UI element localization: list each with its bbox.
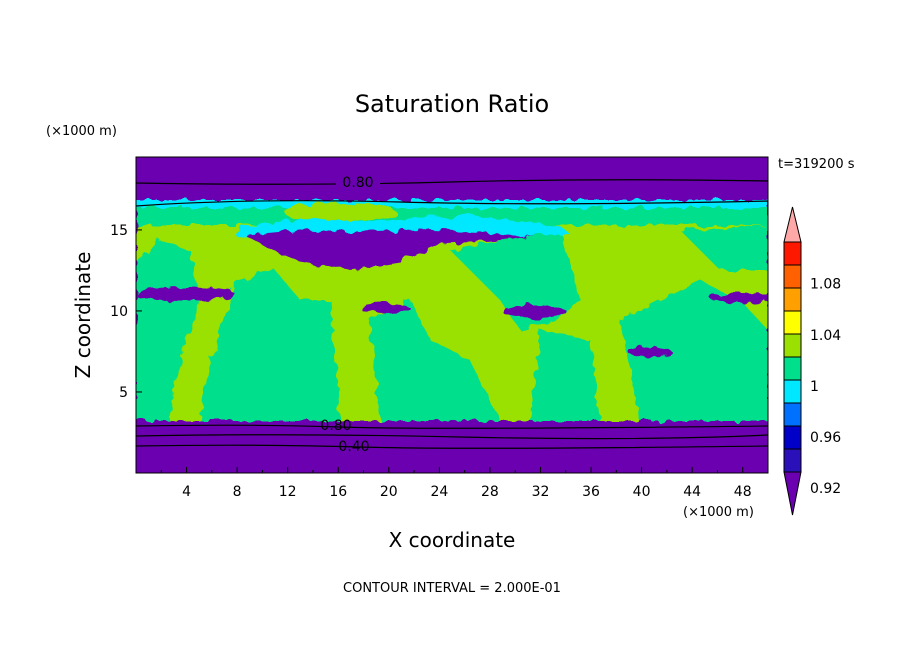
x-tick-label: 12 [279, 484, 297, 500]
x-units-label: (×1000 m) [683, 505, 754, 520]
dry-pocket-east [503, 305, 567, 319]
moist-column-2 [200, 270, 340, 421]
x-tick-label: 48 [734, 484, 752, 500]
colorbar-label: 1.04 [810, 328, 841, 344]
x-tick-label: 28 [481, 484, 499, 500]
colorbar: 0.92 0.96 1 1.04 1.08 [783, 206, 841, 516]
time-label: t=319200 s [778, 157, 855, 172]
colorbar-swatch [783, 402, 802, 427]
moist-patch-upper [284, 203, 396, 221]
moist-column-6 [620, 280, 768, 421]
colorbar-extend-bottom [783, 471, 802, 516]
dry-pocket-west [136, 287, 235, 301]
y-tick-label: 10 [110, 304, 128, 320]
moist-column-3 [370, 300, 500, 421]
x-axis-label: X coordinate [389, 528, 516, 552]
colorbar-swatch [783, 264, 802, 289]
x-tick-label: 36 [582, 484, 600, 500]
colorbar-label: 1 [810, 379, 819, 395]
contour-0.40 [136, 444, 768, 449]
x-tick-label: 44 [683, 484, 701, 500]
dry-pocket-far-east [710, 293, 768, 303]
y-axis-label: Z coordinate [71, 252, 95, 379]
contour-label-3: 0.40 [338, 439, 369, 455]
colorbar-swatch [783, 425, 802, 450]
colorbar-swatch [783, 333, 802, 358]
x-tick-label: 40 [633, 484, 651, 500]
colorbar-swatch [783, 356, 802, 381]
x-tick-label: 20 [380, 484, 398, 500]
y-axis: 5 10 15 [110, 223, 142, 401]
plot-frame [135, 156, 769, 474]
y-tick-label: 5 [119, 385, 128, 401]
y-tick-label: 15 [110, 223, 128, 239]
plot-area: 0.80 0.80 0.40 [136, 157, 768, 473]
colorbar-swatch [783, 379, 802, 404]
contour-0.80-lower [136, 424, 768, 429]
dry-pocket-center [360, 303, 410, 313]
contour-label-1: 0.80 [342, 175, 373, 191]
colorbar-extend-top [783, 206, 802, 243]
x-tick-label: 4 [182, 484, 191, 500]
moist-column-4 [450, 230, 580, 330]
dry-pocket-low [628, 347, 672, 357]
moist-column-5 [530, 330, 600, 421]
chart-title: Saturation Ratio [355, 90, 549, 118]
blue-fringe [136, 200, 768, 208]
contour-upper-moist [136, 200, 768, 207]
y-units-label: (×1000 m) [46, 124, 117, 139]
colorbar-label: 0.96 [810, 430, 841, 446]
moist-column-7 [680, 225, 768, 270]
x-axis: 4 8 12 16 20 24 28 32 36 40 44 48 [160, 467, 752, 500]
colorbar-swatch [783, 310, 802, 335]
contour-0.80-upper [136, 179, 768, 185]
mid-dry-fringe [236, 215, 570, 236]
colorbar-swatch [783, 448, 802, 473]
colorbar-label: 1.08 [810, 277, 841, 293]
colorbar-swatch [783, 287, 802, 312]
colorbar-swatch [783, 241, 802, 266]
x-tick-label: 16 [329, 484, 347, 500]
x-tick-label: 8 [233, 484, 242, 500]
contour-label-2: 0.80 [320, 418, 351, 434]
moist-column-1 [136, 240, 200, 421]
contour-interval-footer: CONTOUR INTERVAL = 2.000E-01 [343, 581, 561, 596]
x-tick-label: 24 [430, 484, 448, 500]
colorbar-label: 0.92 [810, 481, 841, 497]
x-tick-label: 32 [532, 484, 550, 500]
contour-mid [136, 434, 768, 440]
